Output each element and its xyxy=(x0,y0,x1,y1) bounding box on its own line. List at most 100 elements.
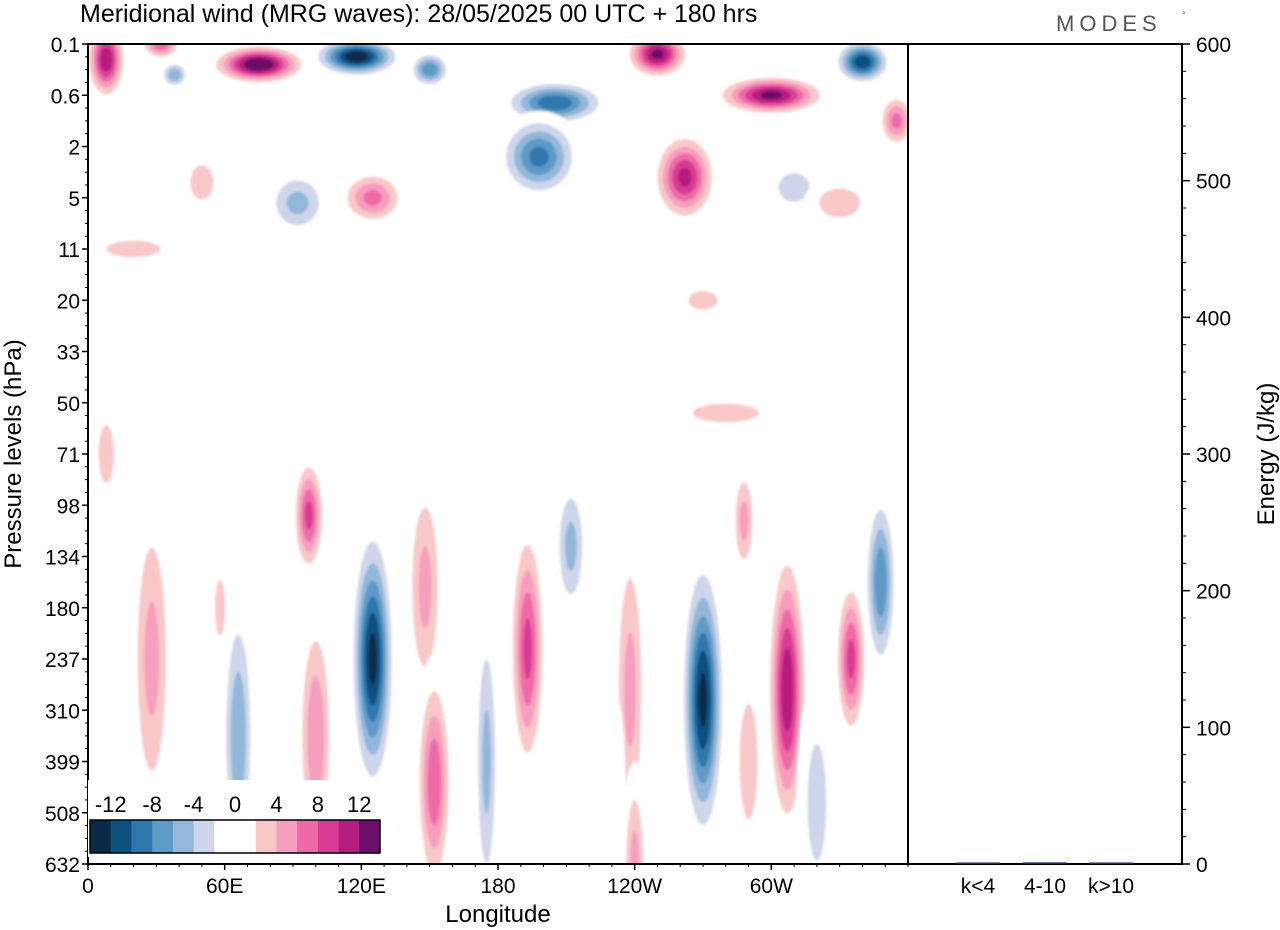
wind-anomaly-blob xyxy=(796,674,838,864)
wind-anomaly-blob xyxy=(208,546,232,670)
wind-anomaly-blob xyxy=(347,505,398,813)
contour-band xyxy=(651,49,664,59)
pressure-axis-label: Pressure levels (hPa) xyxy=(0,339,27,568)
contour-band xyxy=(630,831,640,864)
energy-category-label: k>10 xyxy=(1088,875,1134,898)
contour-band xyxy=(422,62,438,77)
wind-anomaly-blob xyxy=(158,59,191,91)
wind-anomaly-blob xyxy=(88,415,182,452)
contour-band xyxy=(482,709,491,814)
wind-anomaly-blob xyxy=(493,110,585,203)
colorbar-label: -12 xyxy=(95,792,127,817)
wind-anomaly-blob xyxy=(406,49,453,91)
wind-anomaly-blob xyxy=(862,479,899,685)
wind-anomaly-blob xyxy=(204,44,314,88)
colorbar-label: 4 xyxy=(270,792,282,817)
pressure-tick-label: 2 xyxy=(68,137,80,160)
wind-anomaly-blob xyxy=(336,167,410,229)
contour-band xyxy=(307,676,325,796)
contour-band xyxy=(854,55,871,69)
contour-band xyxy=(781,647,794,732)
wind-anomaly-blob xyxy=(404,459,446,716)
contour-band xyxy=(427,738,442,826)
contour-band xyxy=(368,633,377,685)
wind-anomaly-blob xyxy=(552,469,590,624)
pressure-tick-label: 5 xyxy=(68,188,80,211)
wind-anomaly-blob xyxy=(677,536,729,864)
energy-axis: 0 100 200 300 400 500 600 xyxy=(1182,34,1231,877)
wind-anomaly-blob xyxy=(129,479,175,839)
pressure-tick-label: 237 xyxy=(45,649,80,672)
energy-tick-label: 0 xyxy=(1196,854,1208,877)
contour-band xyxy=(778,173,810,202)
colorbar-swatch xyxy=(131,820,153,853)
contour-band xyxy=(88,415,182,452)
pressure-tick-label: 50 xyxy=(57,393,80,416)
contour-band xyxy=(106,240,161,258)
colorbar-label: 12 xyxy=(347,792,371,817)
contour-band xyxy=(418,546,432,629)
wind-anomaly-blob xyxy=(621,44,694,83)
longitude-axis: 0 60E 120E 180 120W 60W xyxy=(82,864,909,898)
contour-band xyxy=(565,521,577,571)
contour-band xyxy=(698,672,708,728)
pressure-tick-label: 508 xyxy=(45,803,80,826)
longitude-axis-label: Longitude xyxy=(445,901,550,928)
wind-anomaly-blob xyxy=(413,653,455,864)
energy-bar xyxy=(956,862,1000,864)
colorbar-label: 0 xyxy=(229,792,241,817)
colorbar-swatch xyxy=(214,820,236,853)
wind-anomaly-blob xyxy=(92,402,120,506)
wind-anomaly-blob xyxy=(707,72,836,119)
energy-category-label: k<4 xyxy=(961,875,996,898)
wind-anomaly-blob xyxy=(732,659,765,864)
longitude-tick-label: 0 xyxy=(82,875,94,898)
wind-anomaly-blob xyxy=(803,177,877,229)
modes-logo-mark: ° xyxy=(1182,10,1186,20)
colorbar-swatch xyxy=(172,820,195,853)
wind-anomaly-blob xyxy=(652,392,799,434)
contour-band xyxy=(847,639,855,679)
chart-title: Meridional wind (MRG waves): 28/05/2025 … xyxy=(80,0,757,28)
longitude-tick-label: 120E xyxy=(337,875,386,898)
contour-band xyxy=(678,167,692,187)
contour-band xyxy=(529,146,549,167)
contour-band xyxy=(739,500,749,541)
modes-logo: MODES xyxy=(1056,11,1162,36)
energy-tick-label: 100 xyxy=(1196,717,1231,740)
contour-band xyxy=(286,191,309,215)
colorbar-swatch xyxy=(255,820,277,853)
contour-band xyxy=(537,95,573,111)
longitude-tick-label: 60W xyxy=(750,875,793,898)
wind-anomaly-blob xyxy=(181,151,223,214)
energy-tick-label: 500 xyxy=(1196,171,1231,194)
contour-band xyxy=(692,403,759,423)
colorbar-swatch xyxy=(338,820,360,853)
contour-band xyxy=(250,61,268,68)
energy-frame xyxy=(907,43,1183,865)
energy-axis-label: Energy (J/kg) xyxy=(1253,383,1280,526)
wind-anomaly-blob xyxy=(621,761,649,864)
pressure-tick-label: 310 xyxy=(45,700,80,723)
pressure-tick-label: 71 xyxy=(57,444,80,467)
pressure-tick-label: 33 xyxy=(57,342,80,365)
wind-anomaly-blob xyxy=(830,44,895,88)
contour-band xyxy=(536,735,574,864)
energy-category-label: 4-10 xyxy=(1024,875,1066,898)
energy-bar xyxy=(1089,862,1133,864)
wind-anomaly-blob xyxy=(88,231,193,267)
pressure-tick-label: 180 xyxy=(45,598,80,621)
contour-band xyxy=(598,684,626,864)
wind-anomaly-blob xyxy=(876,90,908,152)
energy-category-axis: k<4 4-10 k>10 xyxy=(961,875,1134,898)
colorbar-swatch xyxy=(276,820,298,853)
pressure-axis: 0.1 0.6 2 5 11 20 33 50 71 98 134 180 237 310 399 508 63… xyxy=(45,34,88,877)
wind-anomaly-blob xyxy=(138,44,184,62)
colorbar-label: 8 xyxy=(312,792,324,817)
contour-band xyxy=(153,44,169,51)
wind-anomaly-blob xyxy=(671,279,735,321)
energy-tick-label: 400 xyxy=(1196,307,1231,330)
contour-band xyxy=(214,579,226,636)
pressure-tick-label: 0.1 xyxy=(51,34,80,57)
contour-band xyxy=(466,295,530,347)
